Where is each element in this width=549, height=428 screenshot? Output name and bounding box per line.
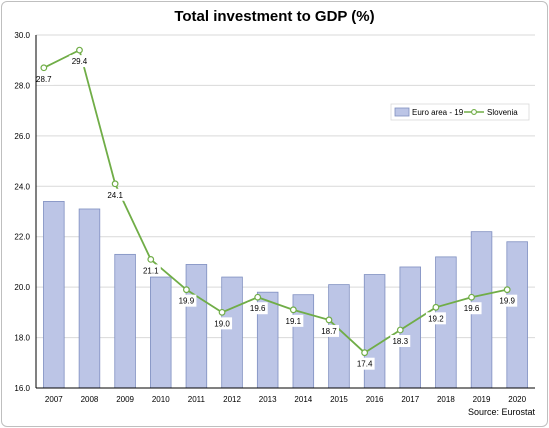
data-label: 24.1 [107, 191, 123, 200]
bar [43, 201, 65, 389]
bar [221, 276, 243, 389]
x-tick-label: 2016 [366, 395, 384, 404]
chart-title: Total investment to GDP (%) [174, 8, 375, 25]
data-label-bg [497, 294, 518, 307]
data-label-bg [140, 264, 161, 277]
data-label-bg [33, 72, 54, 85]
data-label-bg [390, 335, 411, 348]
data-label-bg [461, 302, 482, 315]
data-label: 19.1 [286, 317, 302, 326]
x-tick-label: 2017 [401, 395, 419, 404]
line-point [396, 326, 404, 334]
x-tick-label: 2020 [508, 395, 526, 404]
line-point [111, 180, 119, 188]
data-label: 18.3 [392, 337, 408, 346]
line-point [183, 286, 190, 294]
line-point [468, 293, 475, 301]
x-tick-label: 2011 [188, 395, 206, 404]
y-tick-label: 30.0 [14, 31, 30, 40]
y-tick-label: 18.0 [14, 334, 30, 343]
data-label-bg [318, 324, 339, 337]
data-label: 19.0 [214, 319, 230, 328]
data-label: 19.9 [179, 297, 195, 306]
line-point [503, 286, 511, 294]
line-point [147, 256, 155, 263]
y-tick-label: 28.0 [14, 81, 30, 90]
line-point [40, 64, 48, 72]
x-tick-label: 2014 [294, 395, 312, 404]
data-label-bg [425, 312, 446, 325]
line-series: 28.7 29.4 24.1 21.1 19.9 19.0 19.6 19.1 18.7 17.4… [33, 46, 518, 370]
x-tick-label: 2015 [330, 395, 348, 404]
data-label: 18.7 [321, 327, 337, 336]
bar-series [43, 201, 528, 389]
grid-lines [36, 34, 535, 389]
legend-swatch-marker [471, 109, 477, 115]
legend-box [390, 103, 530, 121]
bar [78, 208, 101, 389]
line-point [254, 293, 262, 301]
x-tick-label: 2008 [81, 395, 99, 404]
data-label: 17.4 [357, 360, 373, 369]
bar [114, 253, 136, 389]
data-label-bg [283, 314, 304, 327]
x-tick-label: 2010 [152, 395, 170, 404]
data-label-bg [212, 317, 233, 330]
line-point [325, 316, 333, 324]
line-point [76, 46, 83, 54]
source-note: Source: Eurostat [467, 407, 535, 417]
data-label: 19.6 [464, 304, 480, 313]
line-point [289, 306, 297, 314]
y-tick-label: 22.0 [14, 233, 30, 242]
data-label: 19.9 [499, 297, 515, 306]
x-tick-label: 2018 [437, 395, 455, 404]
data-label-bg [354, 357, 375, 370]
line-point [432, 303, 440, 311]
y-tick-label: 20.0 [14, 283, 30, 292]
legend-swatch-bar [394, 107, 410, 117]
bar [185, 264, 208, 389]
data-label-bg [176, 294, 197, 307]
x-tick-label: 2013 [259, 395, 277, 404]
legend-label-slovenia: Slovenia [487, 108, 518, 117]
line-point [218, 308, 226, 316]
x-tick-label: 2009 [116, 395, 134, 404]
data-label: 21.1 [143, 266, 159, 275]
data-label-bg [105, 188, 126, 201]
x-tick-label: 2012 [223, 395, 241, 404]
axes: 16.0 18.0 20.0 22.0 24.0 26.0 28.0 30.0 2007 2008… [14, 31, 535, 404]
bar [506, 241, 528, 389]
x-tick-label: 2007 [45, 395, 63, 404]
y-tick-label: 24.0 [14, 182, 30, 191]
data-label: 19.6 [250, 304, 266, 313]
legend: Euro area - 19 Slovenia [390, 103, 530, 121]
y-tick-label: 26.0 [14, 132, 30, 141]
bar [150, 276, 172, 389]
data-label: 28.7 [36, 75, 52, 84]
bar [363, 274, 386, 389]
line-point [361, 349, 369, 357]
data-label-bg [69, 55, 90, 68]
data-label: 29.4 [72, 57, 88, 66]
legend-label-euro-area: Euro area - 19 [412, 108, 464, 117]
data-label-bg [247, 302, 268, 315]
data-label: 19.2 [428, 314, 444, 323]
y-tick-label: 16.0 [14, 384, 30, 393]
x-tick-label: 2019 [473, 395, 491, 404]
